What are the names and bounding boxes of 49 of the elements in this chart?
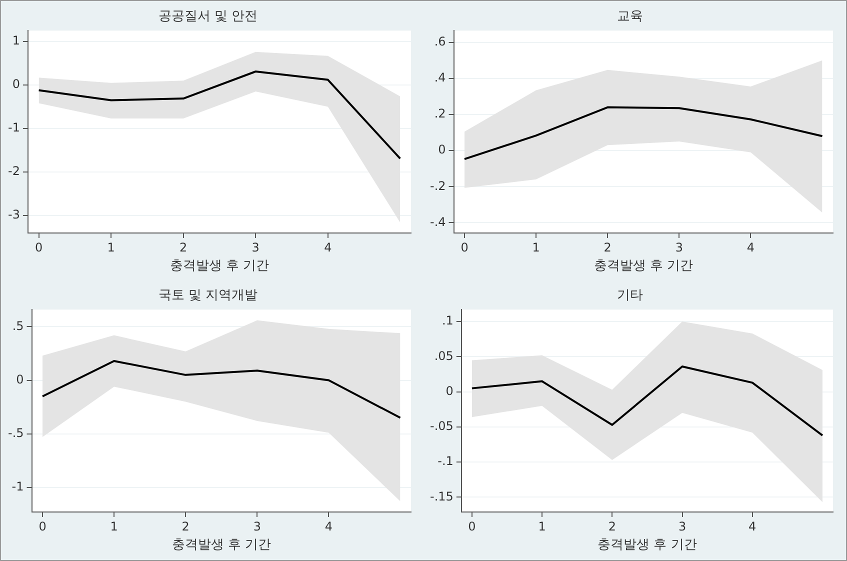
chart-title: 공공질서 및 안전 <box>158 9 258 24</box>
x-axis-title: 충격발생 후 기간 <box>172 538 272 553</box>
x-axis-title: 충격발생 후 기간 <box>598 538 697 553</box>
y-tick-label: -.05 <box>430 419 454 434</box>
y-tick-label: -3 <box>8 208 20 222</box>
y-tick-label: 0 <box>438 142 446 157</box>
y-tick-label: -2 <box>8 164 20 178</box>
x-tick-label: 0 <box>468 519 476 534</box>
y-tick-label: -1 <box>12 479 24 494</box>
y-tick-label: -.4 <box>430 214 446 229</box>
y-tick-label: .4 <box>434 70 446 85</box>
x-tick-label: 0 <box>460 240 468 254</box>
x-tick-label: 1 <box>532 240 540 254</box>
y-tick-label: .5 <box>12 318 24 333</box>
x-tick-label: 3 <box>252 240 260 254</box>
y-tick-label: -.5 <box>8 426 24 440</box>
y-tick-label: 0 <box>446 384 454 398</box>
y-tick-label: -.2 <box>430 178 446 193</box>
y-tick-label: .2 <box>434 106 446 121</box>
y-tick-label: .05 <box>434 348 454 363</box>
x-tick-label: 1 <box>110 519 118 534</box>
x-axis-title: 충격발생 후 기간 <box>170 258 270 274</box>
x-tick-label: 3 <box>678 519 686 534</box>
y-tick-label: 0 <box>16 372 24 386</box>
y-tick-label: .1 <box>442 314 454 328</box>
y-tick-label: -.1 <box>438 454 454 468</box>
x-axis-title: 충격발생 후 기간 <box>594 258 694 274</box>
y-tick-label: -.15 <box>430 489 454 504</box>
chart-title: 교육 <box>617 9 643 24</box>
x-tick-label: 2 <box>182 519 190 534</box>
y-tick-label: -1 <box>8 120 20 135</box>
x-tick-label: 1 <box>538 519 546 534</box>
x-tick-label: 0 <box>38 519 46 534</box>
x-tick-label: 4 <box>324 240 332 254</box>
x-tick-label: 2 <box>180 240 188 254</box>
y-tick-label: .6 <box>434 34 446 48</box>
x-tick-label: 3 <box>675 240 683 254</box>
y-tick-label: 0 <box>12 77 20 92</box>
x-tick-label: 1 <box>107 240 115 254</box>
x-tick-label: 3 <box>253 519 261 534</box>
chart-title: 국토 및 지역개발 <box>158 288 258 304</box>
x-tick-label: 2 <box>608 519 616 534</box>
y-tick-label: 1 <box>12 34 20 48</box>
x-tick-label: 4 <box>748 519 756 534</box>
x-tick-label: 4 <box>746 240 755 254</box>
x-tick-label: 4 <box>324 519 333 534</box>
chart-title: 기타 <box>617 288 643 304</box>
x-tick-label: 2 <box>604 240 612 254</box>
x-tick-label: 0 <box>34 240 43 254</box>
